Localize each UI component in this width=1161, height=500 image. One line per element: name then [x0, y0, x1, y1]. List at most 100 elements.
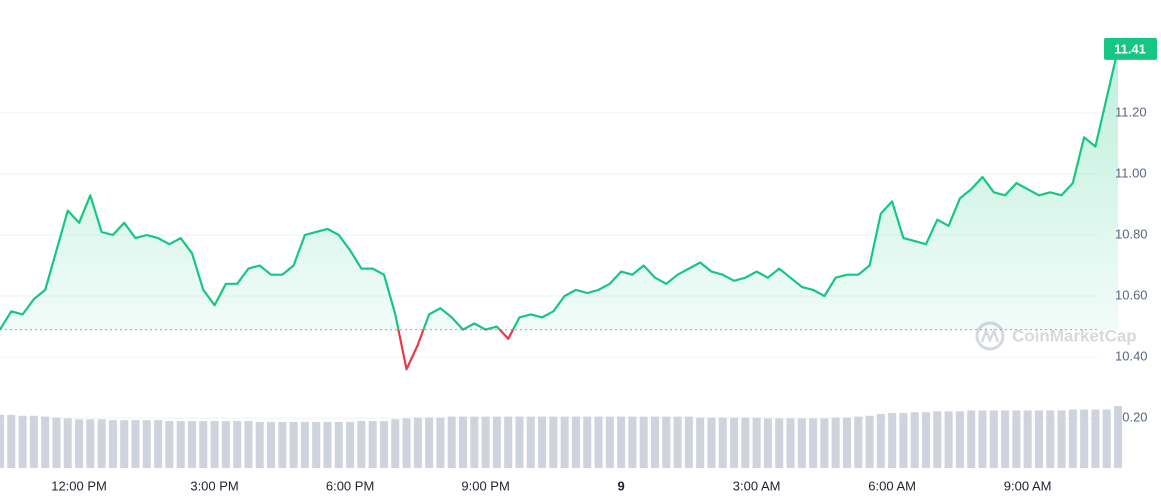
volume-bar: [605, 416, 614, 468]
y-tick-label: 10.80: [1115, 226, 1148, 241]
volume-bar: [842, 417, 851, 468]
volume-bar: [221, 421, 230, 468]
volume-bar: [763, 418, 772, 468]
volume-bar: [187, 421, 196, 468]
volume-bar: [1057, 410, 1066, 468]
volume-bar: [504, 416, 513, 468]
volume-bar: [425, 417, 434, 468]
volume-bar: [391, 419, 400, 468]
volume-bar: [538, 416, 547, 468]
volume-bar: [267, 421, 276, 468]
x-tick-label: 12:00 PM: [51, 478, 107, 493]
volume-bar: [459, 416, 468, 468]
volume-bar: [571, 416, 580, 468]
volume-bar: [978, 410, 987, 468]
volume-bar: [1023, 410, 1032, 468]
volume-bar: [492, 416, 501, 468]
volume-bar: [7, 414, 16, 468]
x-tick-label: 6:00 AM: [868, 478, 916, 493]
watermark-text: CoinMarketCap: [1012, 326, 1137, 345]
volume-bar: [888, 413, 897, 468]
volume-bar: [41, 416, 50, 468]
volume-bar: [865, 415, 874, 468]
volume-bar: [1046, 410, 1055, 468]
volume-bar: [357, 421, 366, 468]
volume-bar: [910, 412, 919, 468]
volume-bar: [176, 421, 185, 468]
volume-bar: [402, 418, 411, 468]
volume-bar: [413, 417, 422, 468]
volume-bar: [594, 416, 603, 468]
x-tick-label: 9: [617, 478, 624, 493]
volume-bar: [989, 410, 998, 468]
volume-bar: [86, 419, 95, 468]
volume-bar: [967, 410, 976, 468]
volume-bar: [526, 416, 535, 468]
volume-bar: [1012, 410, 1021, 468]
volume-bar: [29, 415, 38, 468]
volume-bar: [786, 418, 795, 468]
volume-bar: [481, 416, 490, 468]
volume-bar: [741, 417, 750, 468]
volume-bar: [368, 421, 377, 468]
x-tick-label: 6:00 PM: [326, 478, 374, 493]
volume-bar: [922, 412, 931, 468]
volume-bar: [165, 421, 174, 468]
volume-bar: [470, 416, 479, 468]
x-tick-label: 9:00 AM: [1004, 478, 1052, 493]
price-area: [0, 48, 1118, 330]
volume-bar: [436, 417, 445, 468]
volume-bar: [617, 416, 626, 468]
volume-bar: [831, 417, 840, 468]
volume-bar: [707, 417, 716, 468]
volume-bar: [797, 418, 806, 468]
volume-bar: [1091, 409, 1100, 468]
volume-bar: [1102, 409, 1111, 468]
volume-bar: [684, 416, 693, 468]
volume-bar: [447, 416, 456, 468]
volume-bar: [1068, 409, 1077, 468]
volume-bar: [75, 419, 84, 468]
volume-bar: [289, 421, 298, 468]
volume-bar: [639, 416, 648, 468]
volume-bar: [515, 416, 524, 468]
volume-bar: [346, 421, 355, 468]
volume-bar: [955, 411, 964, 468]
volume-bar: [775, 418, 784, 468]
y-tick-label: 10.60: [1115, 287, 1148, 302]
volume-bar: [933, 411, 942, 468]
volume-bar: [323, 421, 332, 468]
volume-bar: [820, 418, 829, 468]
volume-bar: [696, 417, 705, 468]
x-tick-label: 9:00 PM: [461, 478, 509, 493]
y-tick-label: 10.20: [1115, 410, 1148, 425]
volume-bar: [628, 416, 637, 468]
volume-bar: [312, 421, 321, 468]
volume-bar: [1114, 406, 1122, 468]
volume-bar: [1001, 410, 1010, 468]
last-price-badge: [1104, 37, 1157, 60]
volume-bar: [244, 421, 253, 468]
volume-bar: [650, 416, 659, 468]
volume-bar: [752, 417, 761, 468]
y-tick-label: 11.20: [1115, 104, 1147, 119]
volume-bar: [120, 420, 129, 468]
volume-bar: [876, 413, 885, 468]
volume-bar: [18, 415, 27, 468]
volume-bar: [108, 420, 117, 468]
volume-bar: [809, 418, 818, 468]
last-price-label: 11.41: [1114, 41, 1146, 56]
volume-bar: [63, 418, 72, 468]
volume-bar: [131, 420, 140, 468]
volume-bar: [142, 420, 151, 468]
y-tick-label: 11.00: [1115, 165, 1147, 180]
volume-bar: [300, 421, 309, 468]
volume-bar: [730, 417, 739, 468]
price-line: [0, 48, 1120, 330]
volume-bar: [583, 416, 592, 468]
volume-bar: [379, 421, 388, 468]
volume-bar: [718, 417, 727, 468]
volume-bar: [0, 414, 4, 468]
volume-bar: [233, 421, 242, 468]
